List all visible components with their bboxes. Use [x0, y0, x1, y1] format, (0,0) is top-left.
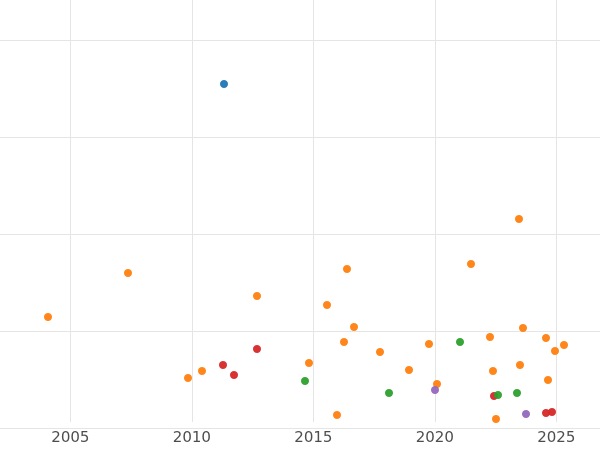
series-orange-point: [542, 333, 551, 342]
series-orange-point: [198, 367, 207, 376]
series-green-point: [493, 390, 502, 399]
series-green-point: [384, 388, 393, 397]
series-orange-point: [544, 376, 553, 385]
series-orange-point: [432, 380, 441, 389]
vertical-gridline: [434, 0, 436, 422]
series-orange-point: [332, 411, 341, 420]
series-orange-point: [466, 259, 475, 268]
x-tick-label: 2015: [294, 428, 333, 446]
series-purple-point: [430, 385, 439, 394]
x-tick-label: 2005: [51, 428, 90, 446]
series-orange-point: [184, 374, 193, 383]
series-red-point: [548, 408, 557, 417]
horizontal-gridline: [0, 39, 600, 41]
series-orange-point: [305, 358, 313, 367]
series-red-point: [253, 345, 261, 354]
vertical-gridline: [191, 0, 193, 422]
series-orange-point: [560, 341, 569, 350]
series-green-point: [455, 338, 464, 347]
series-orange-point: [124, 268, 133, 277]
horizontal-gridline: [0, 427, 600, 429]
series-orange-point: [516, 360, 525, 369]
series-green-point: [300, 377, 309, 386]
series-orange-point: [519, 323, 528, 332]
series-orange-point: [492, 415, 501, 423]
x-tick-label: 2020: [415, 428, 454, 446]
series-orange-point: [342, 264, 351, 273]
vertical-gridline: [556, 0, 558, 422]
series-orange-point: [424, 340, 433, 349]
series-orange-point: [322, 300, 331, 309]
series-orange-point: [43, 313, 52, 322]
series-green-point: [513, 388, 522, 397]
series-orange-point: [551, 347, 560, 356]
vertical-gridline: [70, 0, 72, 422]
series-purple-point: [522, 410, 531, 419]
series-blue-point: [220, 80, 228, 89]
series-orange-point: [404, 365, 413, 374]
series-orange-point: [339, 338, 348, 347]
series-orange-point: [349, 322, 358, 331]
horizontal-gridline: [0, 136, 600, 138]
x-tick-label: 2010: [172, 428, 211, 446]
series-red-point: [542, 409, 551, 418]
horizontal-gridline: [0, 330, 600, 332]
series-orange-point: [486, 332, 495, 341]
series-orange-point: [489, 366, 498, 375]
series-orange-point: [375, 348, 384, 356]
series-red-point: [229, 371, 238, 380]
x-tick-label: 2025: [537, 428, 576, 446]
horizontal-gridline: [0, 233, 600, 235]
series-orange-point: [253, 291, 261, 300]
vertical-gridline: [313, 0, 315, 422]
series-red-point: [219, 360, 227, 369]
series-orange-point: [515, 215, 524, 224]
